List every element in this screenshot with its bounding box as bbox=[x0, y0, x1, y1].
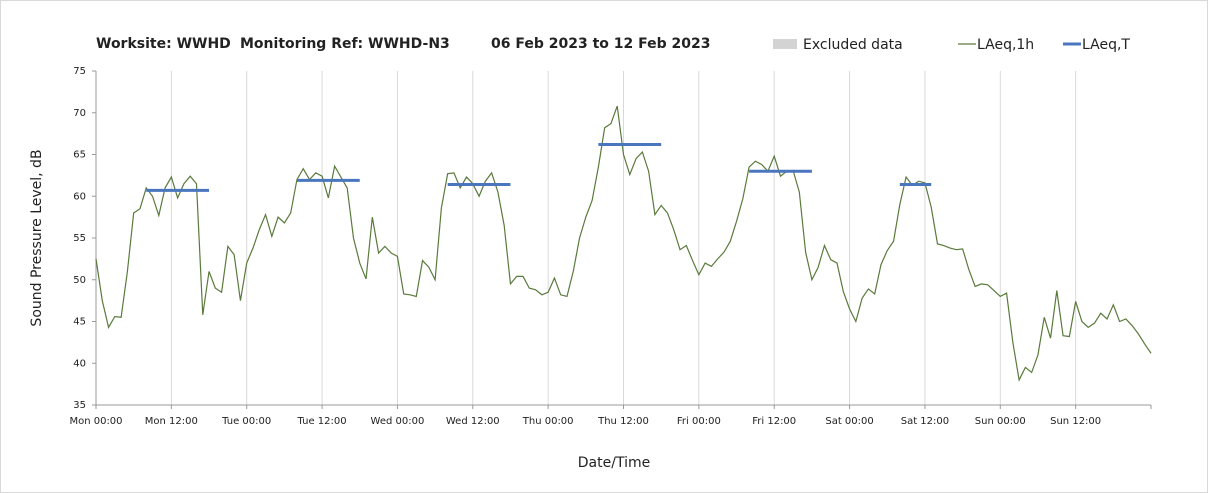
x-tick-label: Tue 00:00 bbox=[221, 416, 271, 427]
x-tick-label: Sun 12:00 bbox=[1050, 416, 1101, 427]
x-tick-label: Mon 00:00 bbox=[69, 416, 122, 427]
x-tick-label: Thu 12:00 bbox=[597, 416, 649, 427]
x-tick-label: Tue 12:00 bbox=[297, 416, 347, 427]
x-tick-label: Sat 00:00 bbox=[825, 416, 873, 427]
y-tick-label: 65 bbox=[73, 150, 86, 161]
legend-label: Excluded data bbox=[803, 37, 903, 53]
x-axis-label: Date/Time bbox=[578, 455, 650, 471]
legend-swatch bbox=[773, 39, 797, 49]
x-tick-label: Fri 00:00 bbox=[677, 416, 721, 427]
x-tick-label: Wed 00:00 bbox=[371, 416, 425, 427]
title-worksite: Worksite: WWHD bbox=[96, 36, 231, 52]
x-tick-label: Fri 12:00 bbox=[752, 416, 796, 427]
x-tick-label: Sun 00:00 bbox=[975, 416, 1026, 427]
line-series bbox=[95, 105, 1152, 382]
x-tick-label: Thu 00:00 bbox=[522, 416, 574, 427]
x-tick-label: Mon 12:00 bbox=[145, 416, 198, 427]
legend-label: LAeq,T bbox=[1082, 37, 1130, 53]
y-tick-label: 40 bbox=[73, 358, 86, 369]
y-tick-label: 70 bbox=[73, 108, 86, 119]
y-tick-label: 50 bbox=[73, 275, 86, 286]
y-tick-label: 45 bbox=[73, 317, 86, 328]
y-tick-label: 55 bbox=[73, 233, 86, 244]
legend-label: LAeq,1h bbox=[977, 37, 1034, 53]
title-ref: Monitoring Ref: WWHD-N3 bbox=[240, 36, 450, 52]
x-tick-label: Wed 12:00 bbox=[446, 416, 500, 427]
y-tick-label: 35 bbox=[73, 400, 86, 411]
y-tick-label: 60 bbox=[73, 191, 86, 202]
title-dates: 06 Feb 2023 to 12 Feb 2023 bbox=[491, 36, 710, 52]
y-tick-label: 75 bbox=[73, 66, 86, 77]
y-axis-label: Sound Pressure Level, dB bbox=[29, 149, 45, 326]
x-tick-label: Sat 12:00 bbox=[901, 416, 949, 427]
